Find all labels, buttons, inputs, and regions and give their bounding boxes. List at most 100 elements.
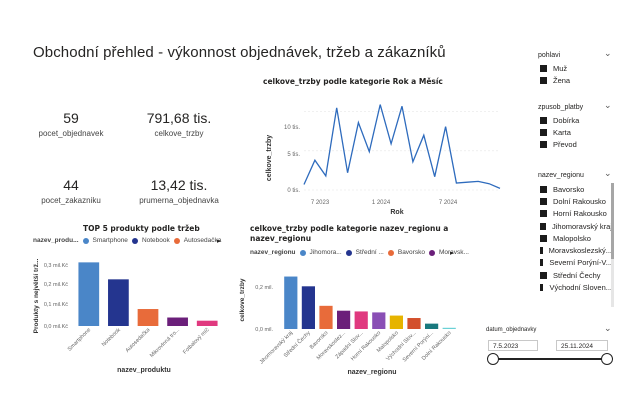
- report-title: Obchodní přehled - výkonnost objednávek,…: [33, 44, 446, 61]
- checkbox-icon[interactable]: [540, 76, 547, 84]
- bar-right-ylabel: celkove_trzby: [239, 278, 246, 321]
- checkbox-icon[interactable]: [540, 197, 547, 205]
- bar-left-legend: nazev_produ... Smartphone Notebook Autos…: [33, 237, 221, 244]
- legend-next-icon[interactable]: ▸: [450, 249, 454, 257]
- bar-left-ytick-2: 0,2 mil.Kč: [44, 282, 68, 288]
- bar[interactable]: [407, 318, 421, 329]
- bar-left-ytick-1: 0,3 mil.Kč: [44, 263, 68, 269]
- slicer-region-item[interactable]: Bavorsko: [540, 183, 612, 195]
- chevron-down-icon[interactable]: ⌄: [604, 324, 612, 334]
- legend-dot-icon: [82, 237, 89, 244]
- legend-item[interactable]: Autosedačka: [183, 237, 222, 244]
- bar-category-label: Fotbalový míč: [182, 327, 211, 356]
- kpi-sales-value: 791,68 tis.: [146, 110, 212, 126]
- slicer-region-scroll-thumb[interactable]: [611, 183, 614, 259]
- bar[interactable]: [354, 311, 368, 329]
- bar[interactable]: [425, 323, 439, 329]
- slicer-payment-list: Dobírka Karta Převod: [540, 114, 579, 151]
- bar[interactable]: [372, 312, 386, 329]
- checkbox-icon[interactable]: [540, 64, 547, 72]
- bar[interactable]: [389, 315, 403, 329]
- legend-dot-icon: [131, 237, 138, 244]
- checkbox-icon[interactable]: [540, 210, 547, 218]
- kpi-orders-value: 59: [63, 110, 79, 126]
- legend-dot-icon: [387, 249, 394, 256]
- legend-item[interactable]: Střední ...: [355, 249, 384, 256]
- sales-line[interactable]: [303, 104, 501, 189]
- bar-left-chart[interactable]: Smartphone Notebook AutosedačkaMikrovlnná …: [30, 248, 225, 378]
- bar-left-ytick-3: 0,1 mil.Kč: [44, 302, 68, 308]
- line-xtick-1: 7 2023: [311, 200, 330, 206]
- bar-category-label: Severní Porýní...: [402, 330, 436, 364]
- line-ytick-2: 5 tis.: [287, 152, 300, 158]
- bar-left-title: TOP 5 produkty podle tržeb: [83, 224, 200, 233]
- chevron-down-icon[interactable]: ⌄: [604, 49, 612, 59]
- checkbox-icon[interactable]: [540, 247, 543, 255]
- bar-left-xlabel: nazev_produktu: [117, 367, 171, 374]
- date-slider-end-handle[interactable]: [601, 353, 613, 365]
- date-start-input[interactable]: 7.5.2023: [488, 340, 538, 351]
- legend-item[interactable]: Bavorsko: [397, 249, 425, 256]
- slicer-payment-header: zpusob_platby: [538, 104, 584, 111]
- slicer-payment-item[interactable]: Převod: [540, 139, 579, 151]
- bar[interactable]: [78, 262, 100, 326]
- checkbox-icon[interactable]: [540, 141, 547, 149]
- checkbox-icon[interactable]: [540, 116, 547, 124]
- line-chart[interactable]: 10 tis. 5 tis. 0 tis. 7 2023 1 2024 7 20…: [260, 88, 505, 223]
- kpi-customers-label: pocet_zakazniku: [41, 196, 101, 205]
- bar-right-legend: nazev_regionu Jihomora... Střední ... Ba…: [250, 249, 469, 256]
- legend-next-icon[interactable]: ▸: [217, 237, 221, 245]
- legend-item[interactable]: Notebook: [141, 237, 170, 244]
- checkbox-icon[interactable]: [540, 128, 547, 136]
- bar-category-label: Autosedačka: [125, 327, 152, 354]
- slicer-region-list: Bavorsko Dolní Rakousko Horní Rakousko J…: [540, 183, 612, 307]
- bar-right-title-line1: celkove_trzby podle kategorie nazev_regi…: [250, 224, 449, 233]
- slicer-region-item[interactable]: Severní Porýní-V...: [540, 257, 612, 269]
- line-xtick-2: 1 2024: [372, 200, 391, 206]
- date-slider-start-handle[interactable]: [487, 353, 499, 365]
- slicer-gender-item[interactable]: Muž: [540, 62, 570, 74]
- line-ytick-1: 10 tis.: [284, 125, 300, 131]
- bar[interactable]: [301, 286, 315, 329]
- checkbox-icon[interactable]: [540, 185, 547, 193]
- slicer-region-item[interactable]: Moravskoslezský...: [540, 244, 612, 256]
- date-end-input[interactable]: 25.11.2024: [556, 340, 608, 351]
- checkbox-icon[interactable]: [540, 284, 544, 292]
- bar[interactable]: [108, 279, 129, 326]
- bar[interactable]: [337, 310, 351, 329]
- legend-dot-icon: [428, 249, 435, 256]
- checkbox-icon[interactable]: [540, 222, 546, 230]
- bar[interactable]: [319, 305, 333, 329]
- bar[interactable]: [137, 309, 159, 326]
- slicer-payment-item[interactable]: Dobírka: [540, 114, 579, 126]
- bar[interactable]: [167, 317, 188, 326]
- slicer-gender-item[interactable]: Žena: [540, 74, 570, 86]
- checkbox-icon[interactable]: [540, 271, 547, 279]
- slicer-region-item[interactable]: Střední Čechy: [540, 269, 612, 281]
- legend-dot-icon: [299, 249, 306, 256]
- bar[interactable]: [284, 276, 298, 329]
- legend-item[interactable]: Smartphone: [92, 237, 128, 244]
- slicer-region-item[interactable]: Východní Sloven...: [540, 281, 612, 293]
- slicer-region-item[interactable]: Jihomoravský kraj: [540, 220, 612, 232]
- bar-right-title: celkove_trzby podle kategorie nazev_regi…: [250, 224, 448, 244]
- bar-left-ylabel: Produkty s největší trž...: [33, 258, 40, 333]
- bar-right-ytick-1: 0,2 mil.: [255, 285, 273, 291]
- bar-left-ytick-4: 0,0 mil.Kč: [44, 324, 68, 330]
- checkbox-icon[interactable]: [540, 234, 547, 242]
- legend-item[interactable]: Jihomora...: [309, 249, 342, 256]
- kpi-orders-label: pocet_objednavek: [38, 129, 104, 138]
- bar[interactable]: [442, 327, 456, 329]
- legend-item[interactable]: Moravsk...: [438, 249, 469, 256]
- chevron-down-icon[interactable]: ⌄: [604, 169, 612, 179]
- checkbox-icon[interactable]: [540, 259, 544, 267]
- date-slider-track[interactable]: [493, 358, 607, 360]
- bar[interactable]: [196, 320, 218, 326]
- slicer-region-item[interactable]: Dolní Rakousko: [540, 195, 612, 207]
- slicer-region-item[interactable]: Horní Rakousko: [540, 208, 612, 220]
- line-xlabel: Rok: [390, 209, 403, 216]
- slicer-region-item[interactable]: Malopolsko: [540, 232, 612, 244]
- chevron-down-icon[interactable]: ⌄: [604, 101, 612, 111]
- slicer-payment-item[interactable]: Karta: [540, 126, 579, 138]
